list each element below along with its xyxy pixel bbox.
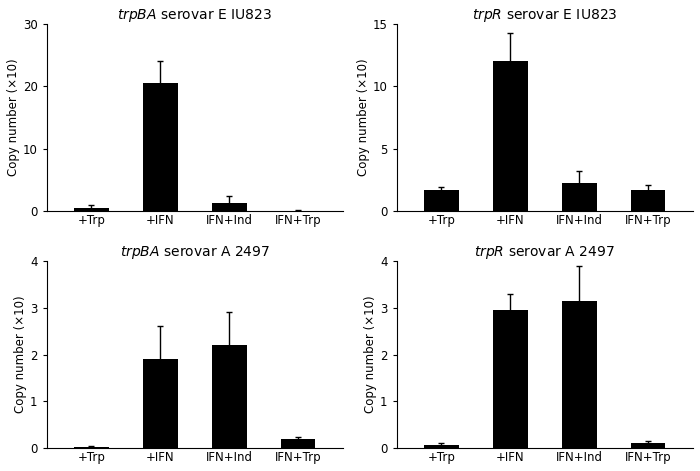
Bar xyxy=(281,439,316,448)
Title: $\it{trpR}$ serovar A 2497: $\it{trpR}$ serovar A 2497 xyxy=(475,244,615,261)
Bar xyxy=(493,310,528,448)
Y-axis label: Copy number (×10): Copy number (×10) xyxy=(357,59,370,177)
Bar xyxy=(631,443,666,448)
Bar xyxy=(74,208,108,211)
Title: $\it{trpBA}$ serovar A 2497: $\it{trpBA}$ serovar A 2497 xyxy=(120,244,270,261)
Bar xyxy=(143,83,178,211)
Y-axis label: Copy number (×10): Copy number (×10) xyxy=(14,296,27,414)
Bar xyxy=(212,203,246,211)
Title: $\it{trpBA}$ serovar E IU823: $\it{trpBA}$ serovar E IU823 xyxy=(118,7,272,24)
Bar xyxy=(74,447,108,448)
Bar xyxy=(562,183,596,211)
Bar xyxy=(493,61,528,211)
Bar xyxy=(212,345,246,448)
Title: $\it{trpR}$ serovar E IU823: $\it{trpR}$ serovar E IU823 xyxy=(472,7,617,24)
Bar xyxy=(143,359,178,448)
Bar xyxy=(424,190,458,211)
Y-axis label: Copy number (×10): Copy number (×10) xyxy=(7,59,20,177)
Bar xyxy=(424,445,458,448)
Bar xyxy=(562,300,596,448)
Y-axis label: Copy number (×10): Copy number (×10) xyxy=(364,296,377,414)
Bar xyxy=(631,190,666,211)
